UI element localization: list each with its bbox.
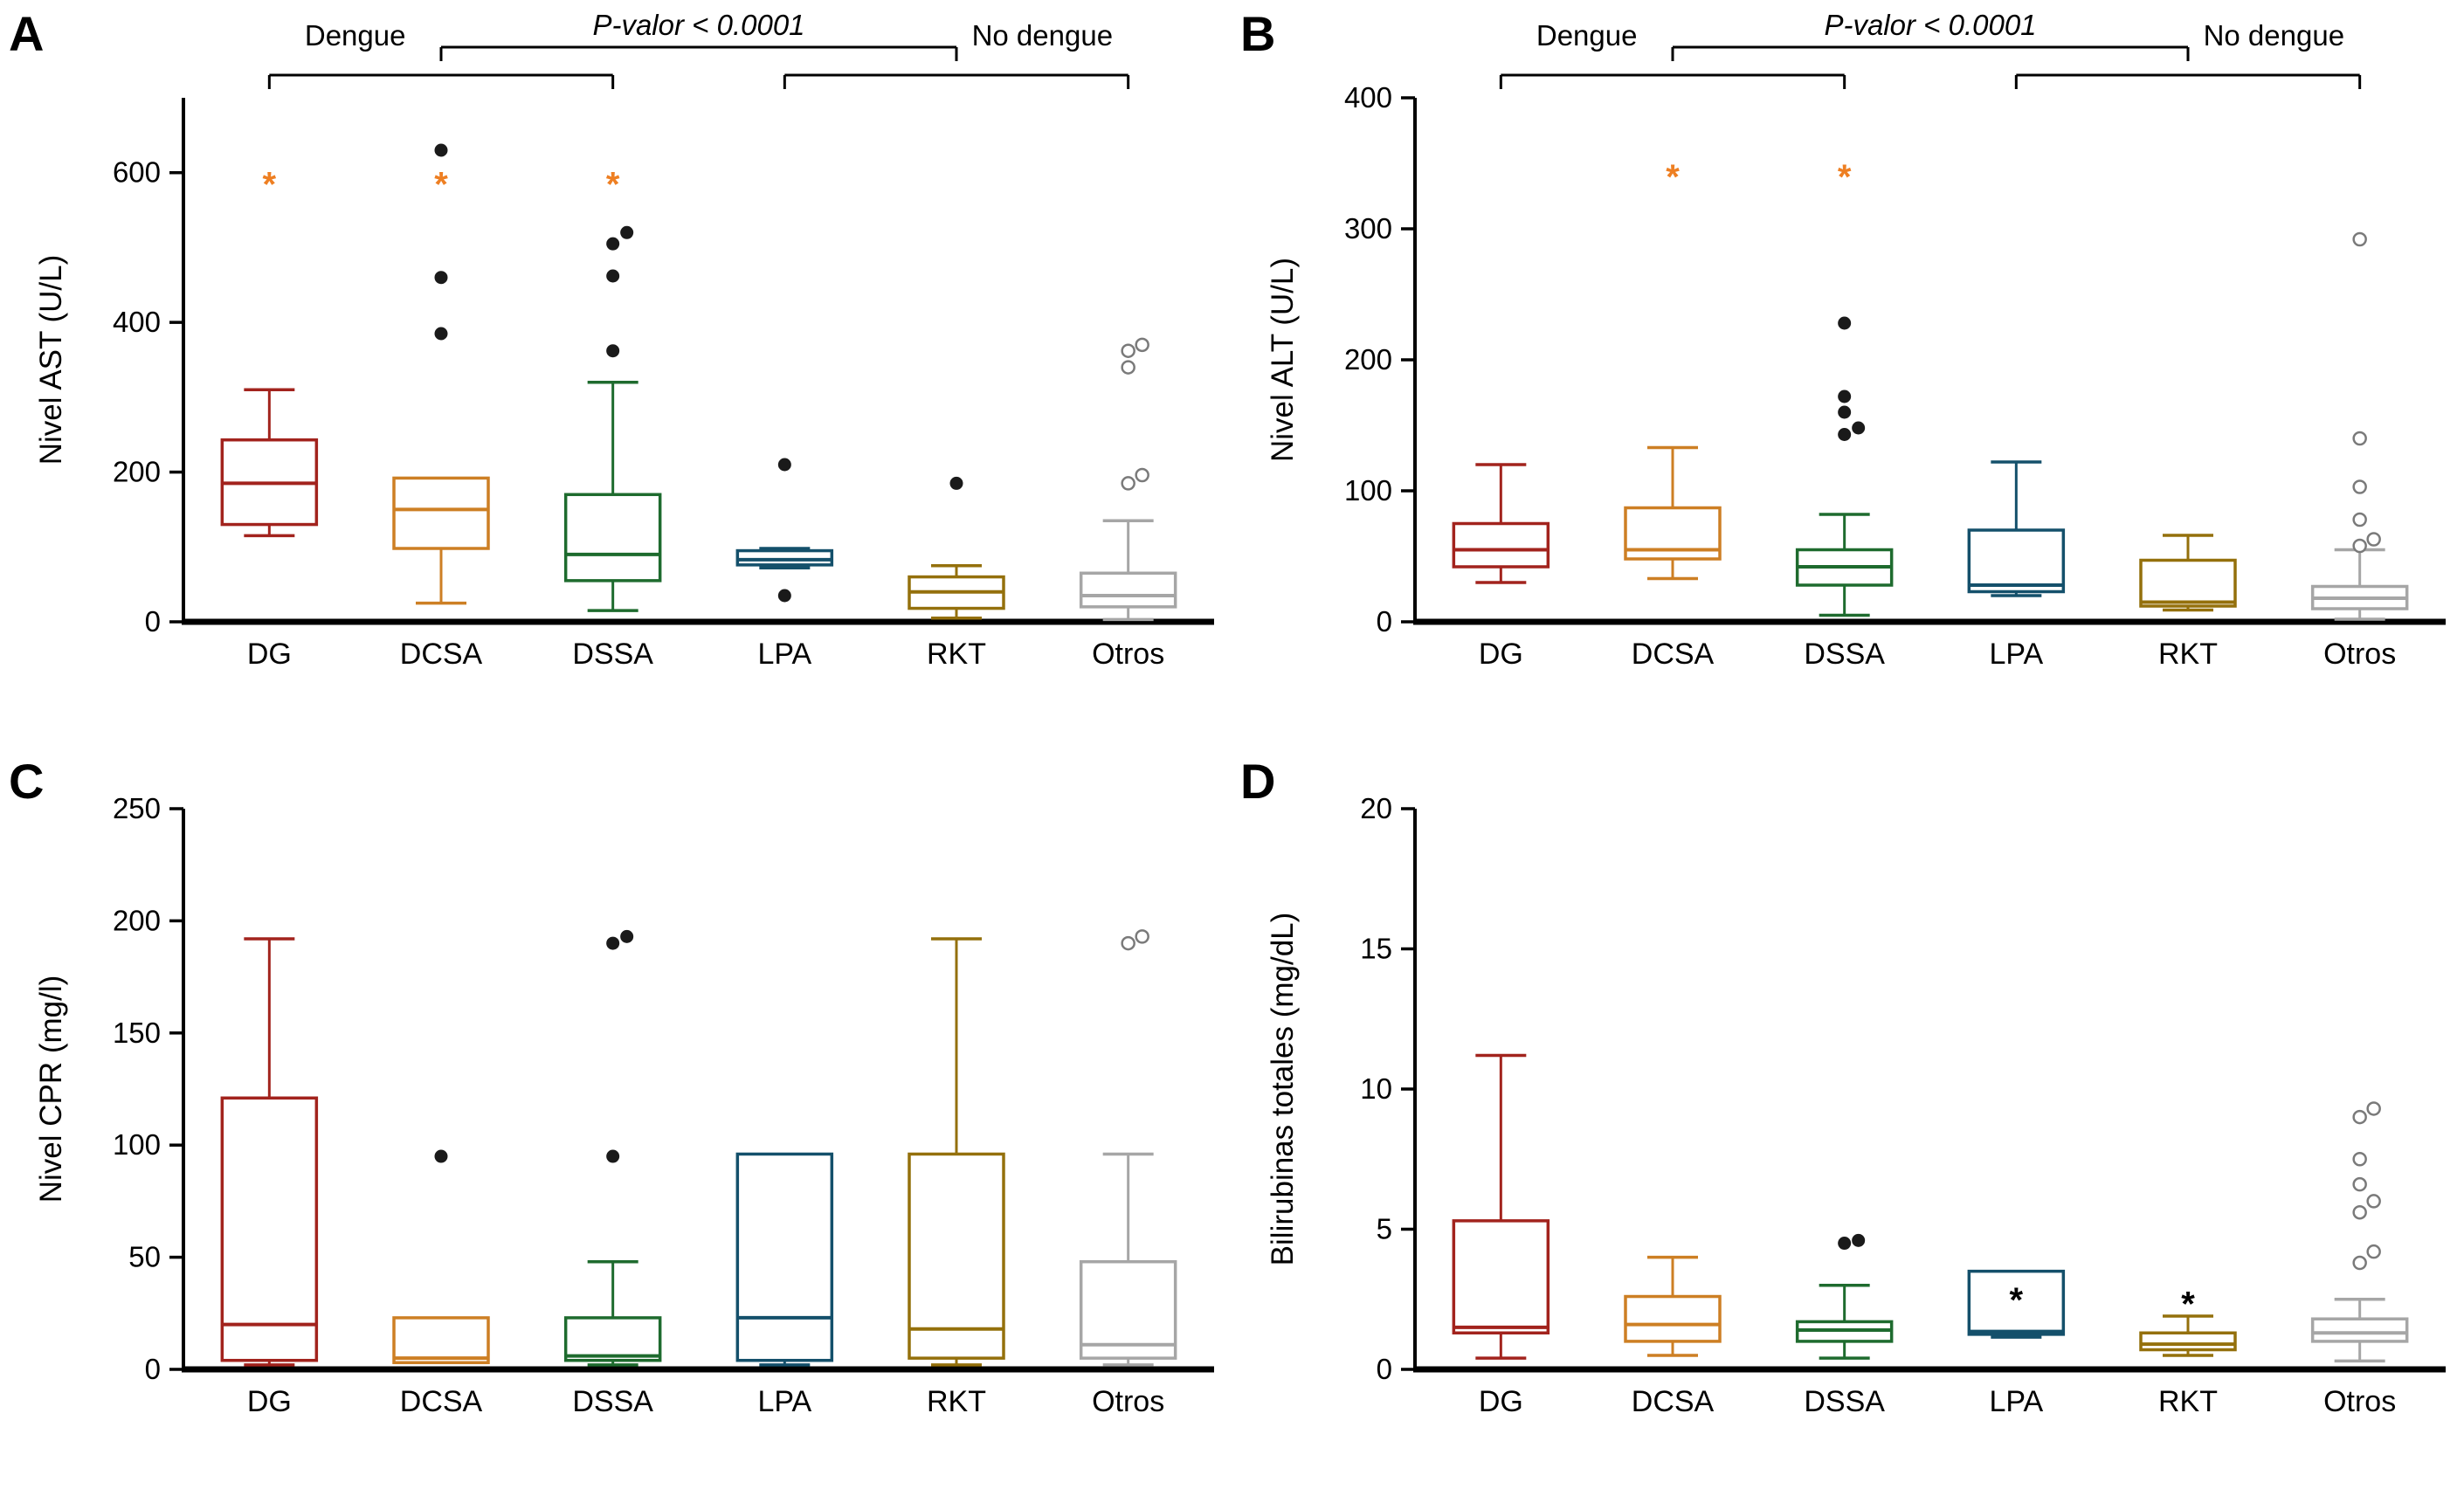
svg-text:Otros: Otros xyxy=(1092,638,1164,671)
svg-text:Nivel ALT (U/L): Nivel ALT (U/L) xyxy=(1266,258,1300,462)
svg-text:Dengue: Dengue xyxy=(1536,19,1638,52)
svg-text:Bilirubinas totales (mg/dL): Bilirubinas totales (mg/dL) xyxy=(1266,913,1300,1266)
svg-text:Nivel CPR (mg/l): Nivel CPR (mg/l) xyxy=(34,976,68,1203)
svg-text:*: * xyxy=(606,166,620,204)
svg-text:DG: DG xyxy=(247,638,292,671)
svg-text:P-valor < 0.0001: P-valor < 0.0001 xyxy=(592,9,804,41)
svg-text:250: 250 xyxy=(113,792,161,824)
svg-text:DSSA: DSSA xyxy=(572,1385,653,1418)
svg-text:Dengue: Dengue xyxy=(305,19,406,52)
svg-text:400: 400 xyxy=(1344,81,1392,114)
svg-text:50: 50 xyxy=(128,1241,161,1273)
svg-text:RKT: RKT xyxy=(2158,1385,2218,1418)
svg-text:400: 400 xyxy=(113,306,161,338)
svg-text:DCSA: DCSA xyxy=(1632,1385,1715,1418)
svg-text:150: 150 xyxy=(113,1017,161,1049)
ast-boxplot-chart: 0 200 400 600 Nivel AST (U/L) DG DCSA DSSA LPA RK… xyxy=(34,9,1214,671)
panel-letter-b: B xyxy=(1240,6,1276,61)
svg-text:DCSA: DCSA xyxy=(400,638,483,671)
svg-text:Otros: Otros xyxy=(1092,1385,1164,1418)
panel-letter-a: A xyxy=(9,6,45,61)
svg-text:No dengue: No dengue xyxy=(2204,19,2344,52)
svg-text:300: 300 xyxy=(1344,212,1392,245)
svg-text:DSSA: DSSA xyxy=(1804,1385,1885,1418)
svg-text:100: 100 xyxy=(1344,474,1392,507)
svg-text:Nivel AST (U/L): Nivel AST (U/L) xyxy=(34,255,68,465)
svg-text:20: 20 xyxy=(1360,792,1392,824)
svg-text:LPA: LPA xyxy=(757,1385,811,1418)
panel-letter-d: D xyxy=(1240,754,1276,809)
svg-text:*: * xyxy=(1666,158,1680,196)
svg-text:10: 10 xyxy=(1360,1072,1392,1105)
svg-text:0: 0 xyxy=(1377,605,1392,638)
svg-text:0: 0 xyxy=(145,1353,161,1385)
svg-text:*: * xyxy=(434,166,448,204)
svg-text:0: 0 xyxy=(145,605,161,638)
svg-text:DSSA: DSSA xyxy=(572,638,653,671)
svg-text:600: 600 xyxy=(113,156,161,189)
svg-text:200: 200 xyxy=(1344,343,1392,376)
svg-text:DG: DG xyxy=(1479,1385,1523,1418)
svg-text:200: 200 xyxy=(113,456,161,488)
svg-text:P-valor < 0.0001: P-valor < 0.0001 xyxy=(1824,9,2036,41)
svg-text:15: 15 xyxy=(1360,933,1392,965)
svg-text:LPA: LPA xyxy=(757,638,811,671)
svg-text:5: 5 xyxy=(1377,1213,1392,1245)
svg-text:100: 100 xyxy=(113,1128,161,1161)
boxplot-panel-b: B 0 100 200 300 400 Nivel ALT (U/L) DG DCSA DSSA… xyxy=(1232,0,2464,748)
svg-text:LPA: LPA xyxy=(1989,638,2043,671)
svg-text:DG: DG xyxy=(1479,638,1523,671)
svg-text:*: * xyxy=(2010,1281,2024,1320)
svg-text:No dengue: No dengue xyxy=(972,19,1113,52)
svg-text:*: * xyxy=(263,166,277,204)
boxplot-panel-c: C 0 50 100 150 200 250 Nivel CPR (mg/l) DG DCSA D… xyxy=(0,748,1232,1496)
svg-text:Otros: Otros xyxy=(2323,1385,2396,1418)
svg-text:0: 0 xyxy=(1377,1353,1392,1385)
svg-text:RKT: RKT xyxy=(927,1385,986,1418)
svg-text:Otros: Otros xyxy=(2323,638,2396,671)
svg-text:*: * xyxy=(2181,1286,2195,1324)
svg-text:*: * xyxy=(1838,158,1852,196)
svg-text:DSSA: DSSA xyxy=(1804,638,1885,671)
svg-text:200: 200 xyxy=(113,904,161,936)
bilirubin-boxplot-chart: 0 5 10 15 20 Bilirubinas totales (mg/dL) DG DCS… xyxy=(1266,792,2446,1418)
svg-text:DCSA: DCSA xyxy=(400,1385,483,1418)
svg-text:RKT: RKT xyxy=(2158,638,2218,671)
cpr-boxplot-chart: 0 50 100 150 200 250 Nivel CPR (mg/l) DG DCSA DSS… xyxy=(34,792,1214,1418)
alt-boxplot-chart: 0 100 200 300 400 Nivel ALT (U/L) DG DCSA DSSA LP… xyxy=(1266,9,2446,671)
boxplot-panel-a: A 0 200 400 600 Nivel AST (U/L) DG DCSA DSSA LPA… xyxy=(0,0,1232,748)
svg-text:RKT: RKT xyxy=(927,638,986,671)
svg-text:DG: DG xyxy=(247,1385,292,1418)
svg-text:LPA: LPA xyxy=(1989,1385,2043,1418)
boxplot-panel-d: D 0 5 10 15 20 Bilirubinas totales (mg/dL) DG D… xyxy=(1232,748,2464,1496)
panel-letter-c: C xyxy=(9,754,45,809)
svg-text:DCSA: DCSA xyxy=(1632,638,1715,671)
